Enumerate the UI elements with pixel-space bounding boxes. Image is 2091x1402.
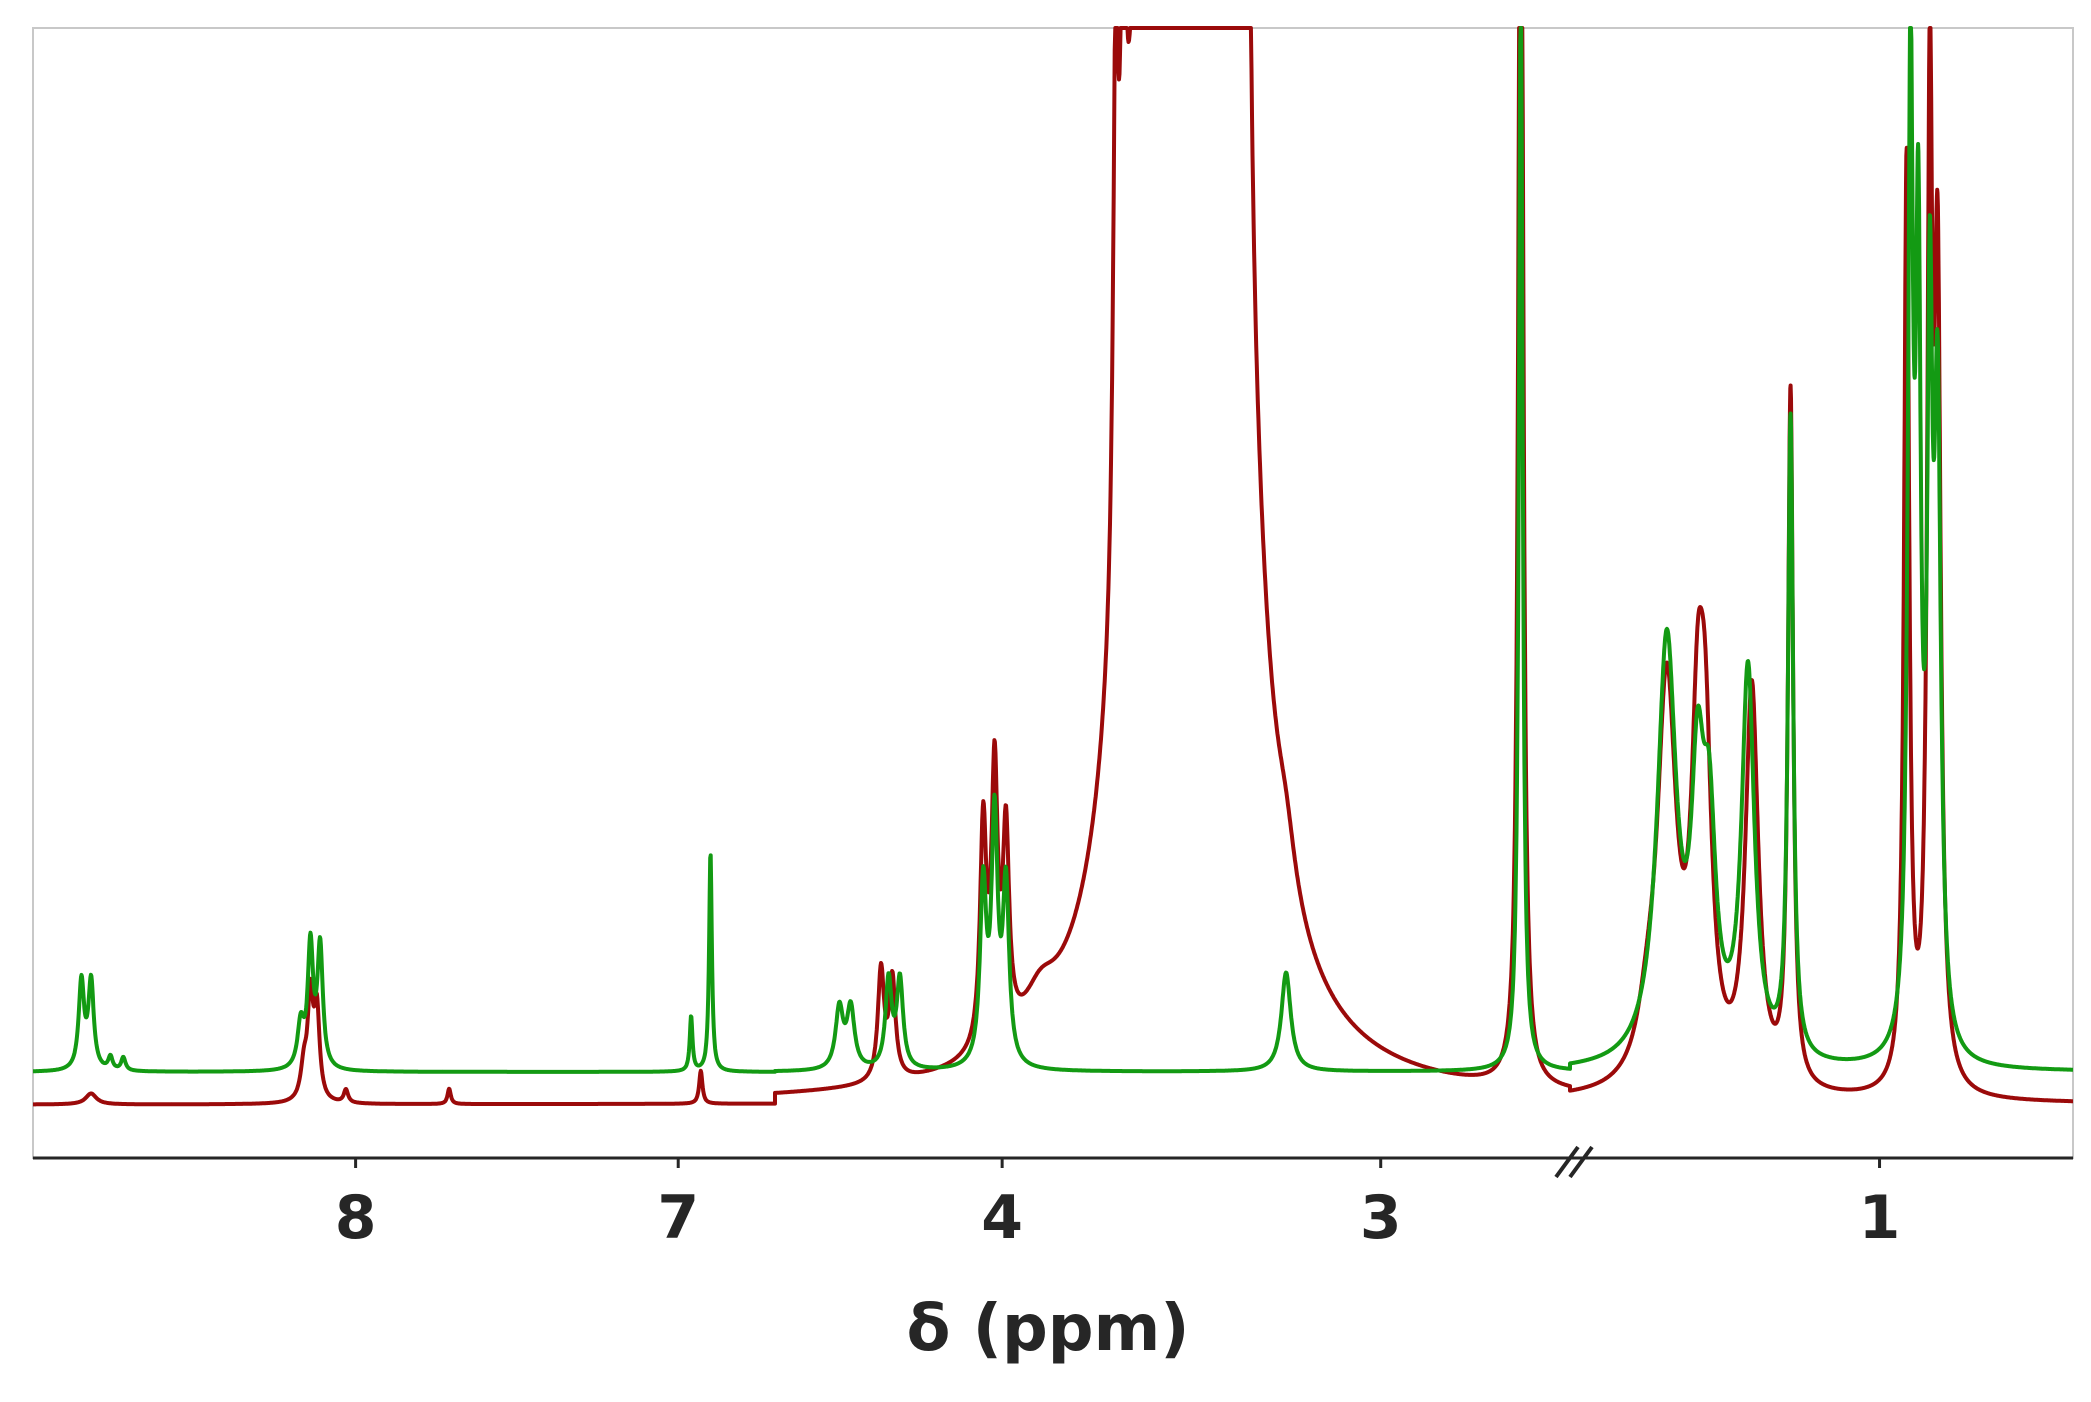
spectrum-series-line-1 xyxy=(31,26,2075,1107)
spectrum-series-line-2 xyxy=(31,26,2075,1074)
plot-frame xyxy=(32,27,2074,1159)
x-tick-label: 4 xyxy=(981,1183,1023,1253)
x-tick-label: 7 xyxy=(657,1183,699,1253)
x-axis-label: δ (ppm) xyxy=(906,1292,1189,1366)
axis-break-mark xyxy=(1554,1145,1594,1179)
x-tick-label: 3 xyxy=(1360,1183,1402,1253)
x-tick-label: 1 xyxy=(1859,1183,1901,1253)
tick-layer: 8 7 4 3 1 xyxy=(335,1158,1901,1253)
x-tick-label: 8 xyxy=(335,1183,377,1253)
series-layer xyxy=(31,26,2075,1107)
